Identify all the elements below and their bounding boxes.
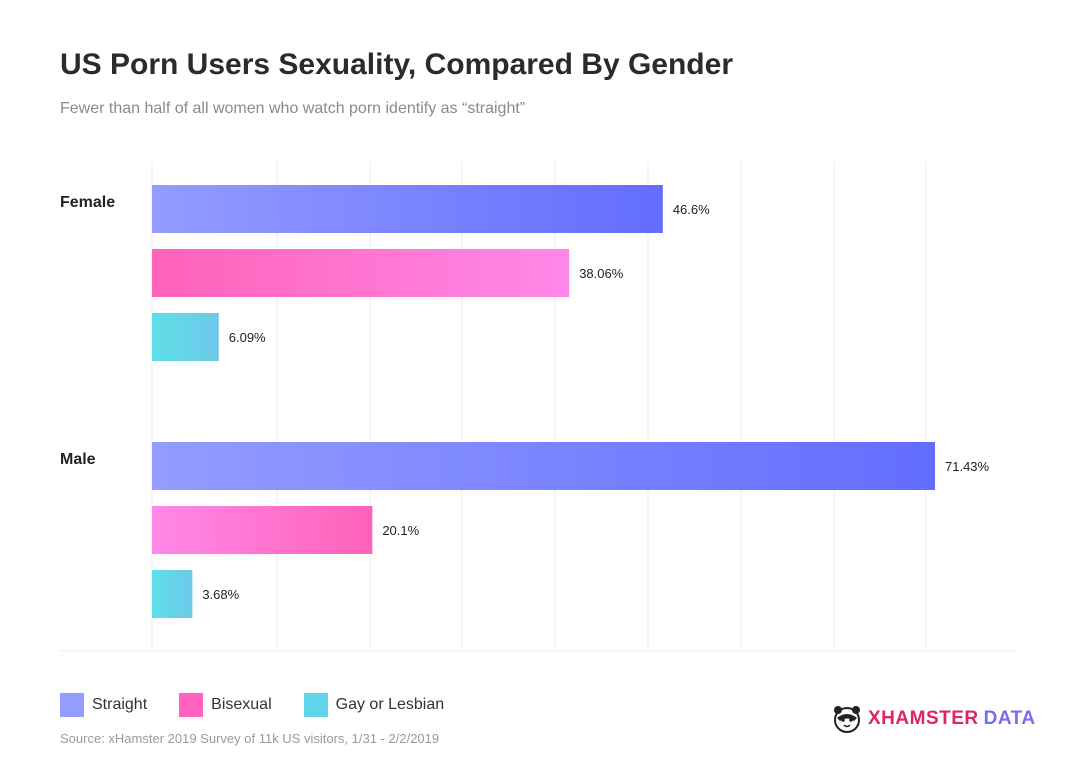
source-note: Source: xHamster 2019 Survey of 11k US v… bbox=[60, 731, 440, 746]
bar-male-gay-or-lesbian bbox=[152, 570, 193, 618]
bars bbox=[152, 185, 935, 618]
brand-logo: XHAMSTER DATA bbox=[832, 704, 1036, 734]
chart-title: US Porn Users Sexuality, Compared By Gen… bbox=[60, 48, 733, 81]
legend-item-straight: Straight bbox=[60, 693, 147, 717]
legend-swatch-gay-lesbian bbox=[303, 693, 328, 717]
legend: Straight Bisexual Gay or Lesbian bbox=[60, 693, 476, 717]
hamster-logo-icon bbox=[834, 706, 860, 733]
bar-male-bisexual bbox=[152, 506, 373, 554]
labels: Female 46.6% 38.06% 6.09% Male 71.43% 20.1% 3.6… bbox=[60, 194, 990, 602]
legend-label-straight: Straight bbox=[92, 696, 148, 713]
legend-swatch-straight bbox=[60, 693, 84, 717]
brand-wordmark: XHAMSTER DATA bbox=[868, 708, 1036, 729]
legend-item-gay-lesbian: Gay or Lesbian bbox=[303, 693, 445, 717]
data-label-male-bisexual: 20.1% bbox=[382, 523, 419, 538]
bar-female-bisexual bbox=[152, 249, 570, 297]
legend-label-bisexual: Bisexual bbox=[211, 696, 272, 713]
bar-male-straight bbox=[152, 442, 935, 490]
chart-subtitle: Fewer than half of all women who watch p… bbox=[60, 100, 526, 117]
legend-label-gay-lesbian: Gay or Lesbian bbox=[335, 696, 445, 713]
data-label-male-straight: 71.43% bbox=[945, 459, 990, 474]
data-label-female-straight: 46.6% bbox=[673, 202, 710, 217]
category-label-female: Female bbox=[60, 194, 115, 211]
category-label-male: Male bbox=[60, 451, 96, 468]
data-label-female-bisexual: 38.06% bbox=[579, 266, 624, 281]
legend-swatch-bisexual bbox=[179, 693, 204, 717]
bar-chart: Female 46.6% 38.06% 6.09% Male 71.43% 20.1% 3.6… bbox=[60, 162, 1016, 652]
legend-item-bisexual: Bisexual bbox=[179, 693, 272, 717]
data-label-female-gay-or-lesbian: 6.09% bbox=[229, 330, 266, 345]
bar-female-gay-or-lesbian bbox=[152, 313, 219, 361]
bar-female-straight bbox=[152, 185, 663, 233]
grid-lines bbox=[60, 162, 1016, 652]
data-label-male-gay-or-lesbian: 3.68% bbox=[202, 587, 239, 602]
